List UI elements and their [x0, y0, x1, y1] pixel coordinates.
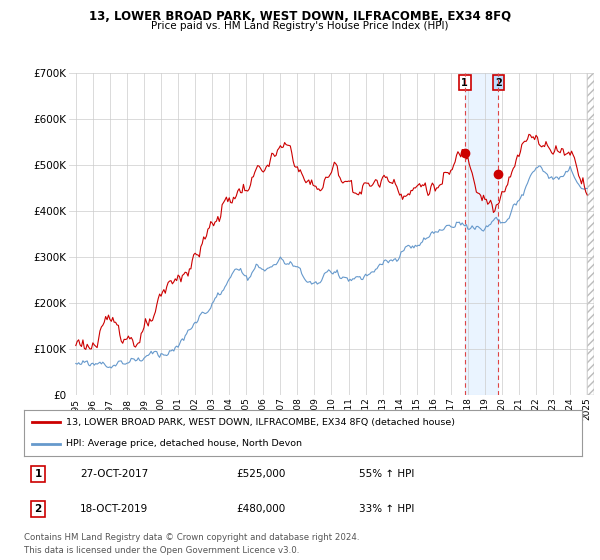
Text: 33% ↑ HPI: 33% ↑ HPI	[359, 504, 414, 514]
Text: 2: 2	[495, 78, 502, 87]
Text: £480,000: £480,000	[236, 504, 285, 514]
Text: Price paid vs. HM Land Registry's House Price Index (HPI): Price paid vs. HM Land Registry's House …	[151, 21, 449, 31]
Text: £525,000: £525,000	[236, 469, 286, 479]
Text: 55% ↑ HPI: 55% ↑ HPI	[359, 469, 414, 479]
Text: 18-OCT-2019: 18-OCT-2019	[80, 504, 148, 514]
Text: 13, LOWER BROAD PARK, WEST DOWN, ILFRACOMBE, EX34 8FQ (detached house): 13, LOWER BROAD PARK, WEST DOWN, ILFRACO…	[66, 418, 455, 427]
Bar	[465, 73, 499, 395]
Text: 1: 1	[461, 78, 468, 87]
Text: This data is licensed under the Open Government Licence v3.0.: This data is licensed under the Open Gov…	[24, 546, 299, 555]
Text: 27-OCT-2017: 27-OCT-2017	[80, 469, 148, 479]
Text: 13, LOWER BROAD PARK, WEST DOWN, ILFRACOMBE, EX34 8FQ: 13, LOWER BROAD PARK, WEST DOWN, ILFRACO…	[89, 10, 511, 23]
Text: Contains HM Land Registry data © Crown copyright and database right 2024.: Contains HM Land Registry data © Crown c…	[24, 533, 359, 542]
Text: HPI: Average price, detached house, North Devon: HPI: Average price, detached house, Nort…	[66, 440, 302, 449]
Text: 2: 2	[34, 504, 41, 514]
Text: 1: 1	[34, 469, 41, 479]
